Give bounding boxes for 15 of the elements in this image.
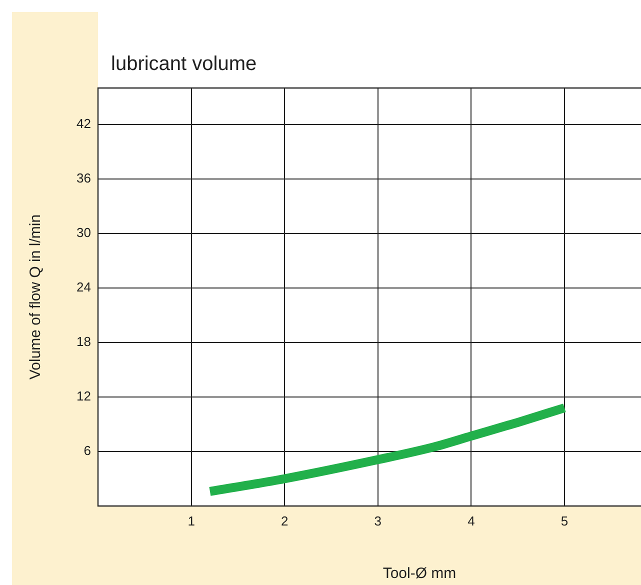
y-tick-label: 24 xyxy=(76,279,91,294)
y-tick-label: 30 xyxy=(76,224,91,240)
x-tick-label: 2 xyxy=(280,513,288,528)
x-tick-label: 3 xyxy=(374,513,382,528)
y-tick-label: 18 xyxy=(76,334,91,350)
y-axis-title: Volume of flow Q in l/min xyxy=(27,214,44,380)
x-tick-label: 5 xyxy=(560,513,568,528)
x-axis-title: Tool-Ø mm xyxy=(382,565,456,582)
x-tick-label: 4 xyxy=(468,513,475,528)
y-tick-label: 36 xyxy=(76,170,91,186)
y-tick-label: 42 xyxy=(76,116,91,131)
y-tick-label: 12 xyxy=(76,388,91,404)
x-tick-label: 1 xyxy=(188,513,195,528)
chart-title: lubricant volume xyxy=(111,53,257,75)
y-tick-label: 6 xyxy=(84,443,91,458)
